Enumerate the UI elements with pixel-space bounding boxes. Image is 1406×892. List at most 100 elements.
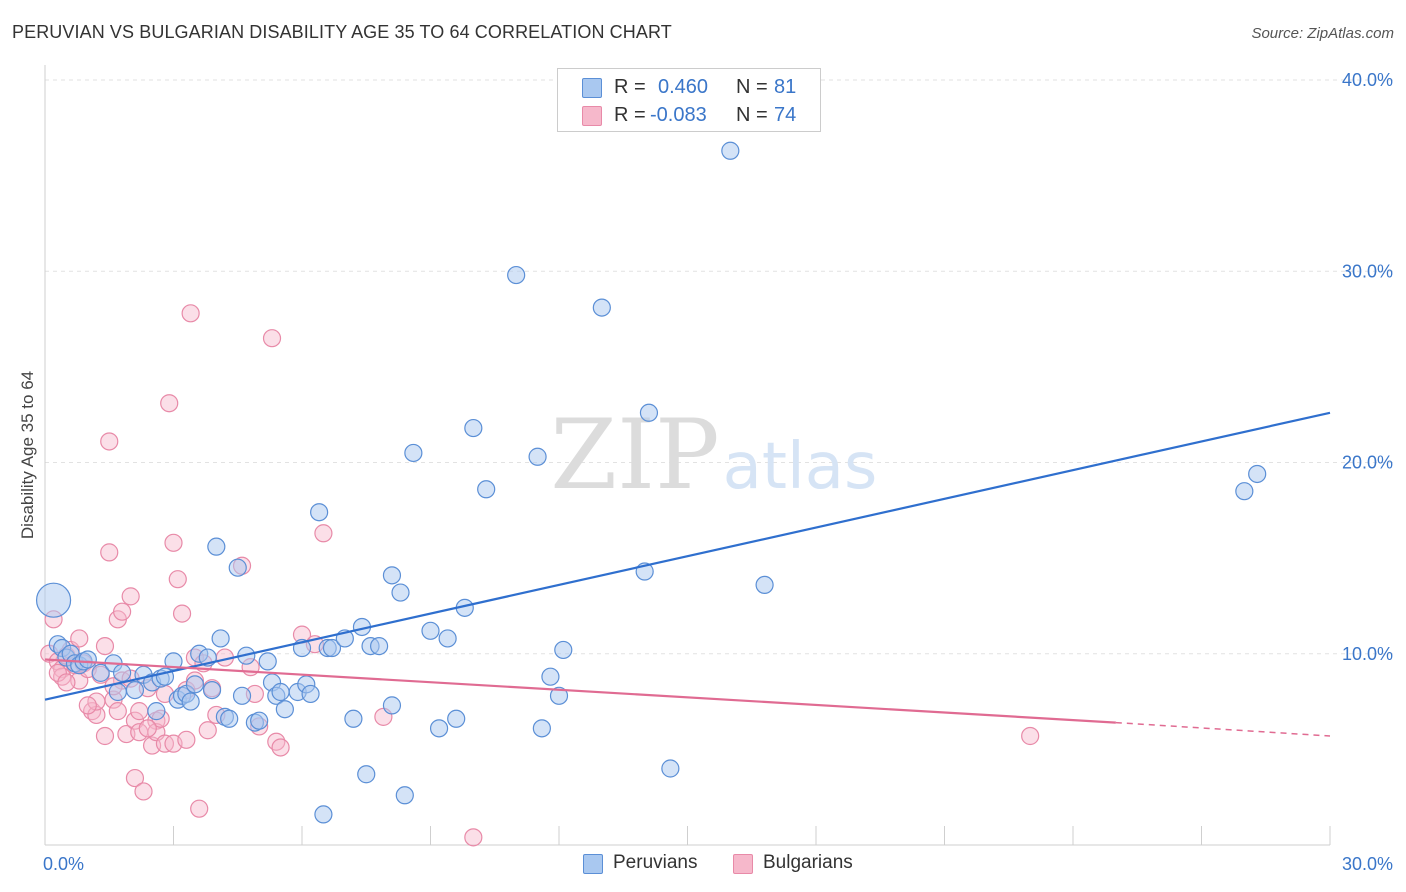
bulgarian-point-72 (177, 730, 196, 749)
peruvian-point-68 (507, 265, 526, 285)
x-tick-label-1: 30.0% (1342, 854, 1393, 874)
peruvian-point-71 (541, 667, 560, 686)
legend-n-value: 74 (774, 104, 797, 126)
peruvian-point-13 (125, 680, 145, 700)
peruvian-point-45 (301, 684, 320, 704)
peruvian-point-16 (147, 702, 166, 721)
bulgarians-points (40, 304, 1040, 847)
bulgarian-point-31 (130, 702, 149, 721)
peruvian-point-69 (528, 447, 547, 466)
trend-lines (44, 411, 1331, 737)
y-tick-label-0: 10.0% (1342, 644, 1393, 664)
legend-n-label: N = (736, 76, 768, 98)
legend-r-value: 0.460 (658, 76, 709, 98)
bulgarian-point-19 (100, 543, 119, 562)
legend-row-peruvians: R = 0.460 N = 81 (558, 73, 820, 101)
chart-title: PERUVIAN VS BULGARIAN DISABILITY AGE 35 … (12, 22, 672, 42)
peruvian-point-46 (310, 503, 329, 522)
peruvian-point-9 (91, 663, 110, 682)
bulgarian-point-29 (125, 768, 145, 788)
peruvian-point-67 (477, 480, 496, 499)
bulgarian-point-17 (95, 726, 115, 746)
legend-swatch-pink (582, 106, 602, 126)
bulgarian-point-46 (181, 304, 200, 323)
bulgarian-point-71 (138, 719, 157, 738)
peruvian-point-32 (228, 558, 247, 577)
peruvian-point-79 (755, 575, 774, 595)
peruvian-point-57 (391, 583, 410, 602)
bulgarian-point-18 (100, 432, 119, 451)
axes (44, 65, 1331, 846)
y-tick-label-1: 20.0% (1342, 453, 1393, 473)
peruvian-point-64 (447, 709, 466, 728)
peruvians-trend-line (44, 411, 1331, 701)
legend-r-value: -0.083 (650, 104, 707, 126)
peruvian-point-11 (112, 663, 132, 682)
bulgarian-point-66 (1021, 726, 1040, 746)
peruvian-point-41 (275, 700, 294, 719)
bulgarian-point-60 (271, 738, 290, 757)
peruvian-point-59 (404, 443, 423, 463)
peruvian-point-8 (78, 650, 97, 669)
legend-n-value: 81 (774, 76, 797, 98)
peruvian-point-61 (421, 621, 440, 640)
y-tick-label-2: 30.0% (1342, 261, 1393, 281)
peruvian-point-29 (211, 629, 230, 648)
peruvian-point-0 (35, 582, 72, 618)
y-tick-label-3: 40.0% (1342, 70, 1393, 90)
source-label: Source: ZipAtlas.com (1251, 25, 1394, 42)
peruvian-point-28 (207, 537, 226, 556)
legend-r-label: R = (614, 76, 646, 98)
peruvian-point-49 (322, 638, 342, 658)
peruvian-point-74 (592, 298, 611, 317)
peruvian-point-80 (1235, 482, 1254, 501)
y-tick-labels: 10.0% 20.0% 30.0% 40.0% (1342, 70, 1393, 664)
peruvian-point-33 (232, 686, 252, 705)
peruvian-point-36 (250, 711, 269, 730)
peruvian-point-73 (554, 640, 573, 660)
stats-legend: R = 0.460 N = 81 R = -0.083 N = 74 (557, 68, 821, 132)
legend-label-bulgarians: Bulgarians (763, 852, 853, 873)
bulgarians-trend-line (44, 658, 1116, 724)
peruvian-point-40 (271, 682, 290, 702)
bulgarian-point-16 (95, 636, 115, 656)
peruvian-point-70 (532, 719, 551, 738)
bulgarian-point-21 (108, 702, 127, 721)
peruvian-point-47 (314, 805, 333, 824)
peruvian-point-24 (185, 675, 205, 694)
peruvian-point-63 (438, 629, 457, 648)
peruvian-point-53 (357, 765, 376, 784)
watermark-zip: ZIP (550, 399, 719, 511)
peruvian-point-62 (429, 719, 449, 738)
peruvian-point-60 (382, 696, 402, 715)
legend-r-label: R = (614, 104, 646, 126)
peruvian-point-37 (258, 652, 277, 671)
peruvian-point-66 (464, 418, 483, 438)
legend-n-label: N = (736, 104, 768, 126)
watermark-atlas: atlas (723, 430, 878, 504)
legend-swatch-blue (583, 854, 603, 874)
peruvian-point-78 (721, 141, 740, 160)
x-tick-label-0: 0.0% (43, 854, 84, 874)
peruvian-point-55 (370, 636, 389, 656)
legend-label-peruvians: Peruvians (613, 852, 698, 873)
watermark: ZIP atlas (550, 399, 877, 511)
peruvian-point-81 (1248, 464, 1267, 484)
peruvian-point-31 (220, 709, 239, 728)
legend-swatch-blue (582, 78, 602, 98)
bulgarian-point-65 (464, 828, 483, 847)
bulgarian-point-40 (160, 394, 179, 413)
bulgarian-point-9 (70, 629, 89, 648)
peruvian-point-58 (395, 786, 414, 805)
peruvian-point-12 (108, 682, 127, 702)
bulgarian-point-23 (112, 602, 132, 621)
peruvian-point-23 (181, 692, 200, 711)
bulgarian-point-43 (168, 570, 187, 589)
peruvians-points (35, 141, 1267, 824)
bulgarian-point-27 (121, 587, 140, 606)
peruvian-point-27 (202, 680, 222, 700)
peruvian-point-72 (549, 686, 569, 705)
bulgarian-point-58 (262, 329, 282, 348)
legend-swatch-pink (733, 854, 753, 874)
